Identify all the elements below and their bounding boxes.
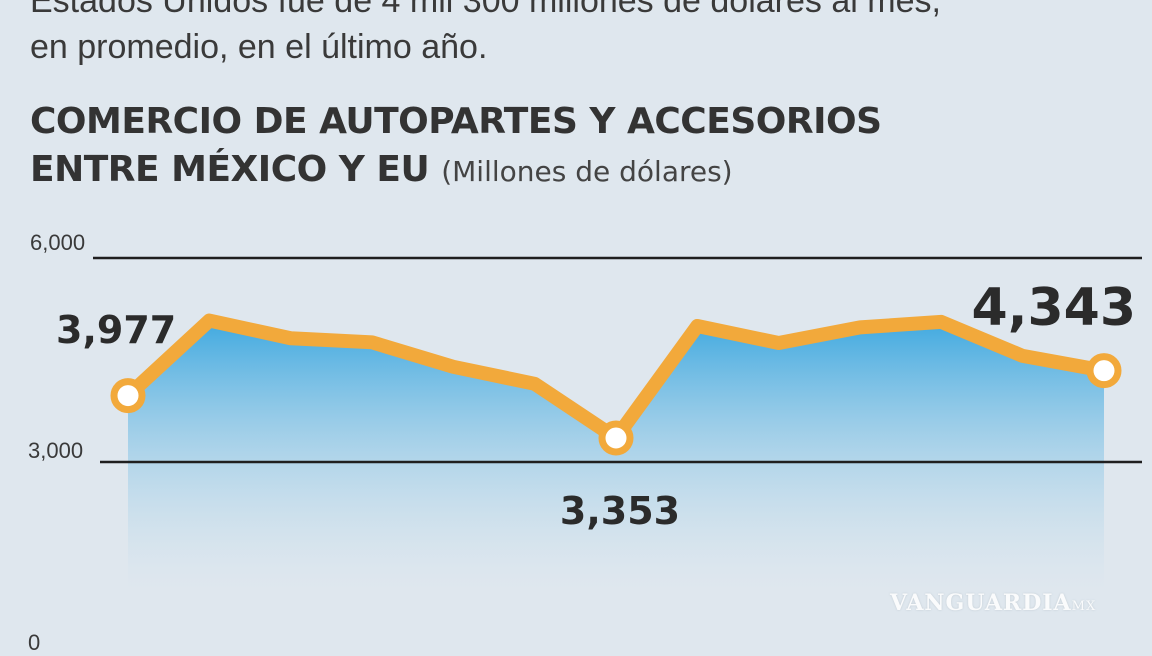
data-label-0: 3,977: [56, 308, 176, 352]
data-label-6: 3,353: [560, 489, 680, 533]
chart-unit: (Millones de dólares): [441, 155, 733, 188]
chart-title: COMERCIO DE AUTOPARTES Y ACCESORIOS ENTR…: [30, 98, 882, 196]
data-point-marker-6: [598, 420, 634, 456]
intro-line-2: en promedio, en el último año.: [30, 28, 488, 66]
y-tick-0: 0: [28, 630, 41, 655]
watermark-suffix: MX: [1071, 599, 1097, 614]
data-point-marker-12: [1086, 353, 1122, 389]
chart-title-line-1: COMERCIO DE AUTOPARTES Y ACCESORIOS: [30, 101, 882, 142]
watermark-logo: VANGUARDIAMX: [890, 590, 1096, 616]
intro-text: Estados Unidos fue de 4 mil 300 millones…: [30, 0, 1130, 70]
chart-title-line-2: ENTRE MÉXICO Y EU (Millones de dólares): [30, 146, 882, 196]
watermark-brand: VANGUARDIA: [890, 590, 1072, 616]
y-tick-3000: 3,000: [28, 438, 83, 463]
y-tick-6000: 6,000: [30, 230, 85, 255]
data-point-marker-0: [110, 378, 146, 414]
data-label-12: 4,343: [972, 278, 1136, 338]
chart-title-line-2-text: ENTRE MÉXICO Y EU: [30, 149, 430, 190]
intro-line-1: Estados Unidos fue de 4 mil 300 millones…: [30, 0, 941, 20]
